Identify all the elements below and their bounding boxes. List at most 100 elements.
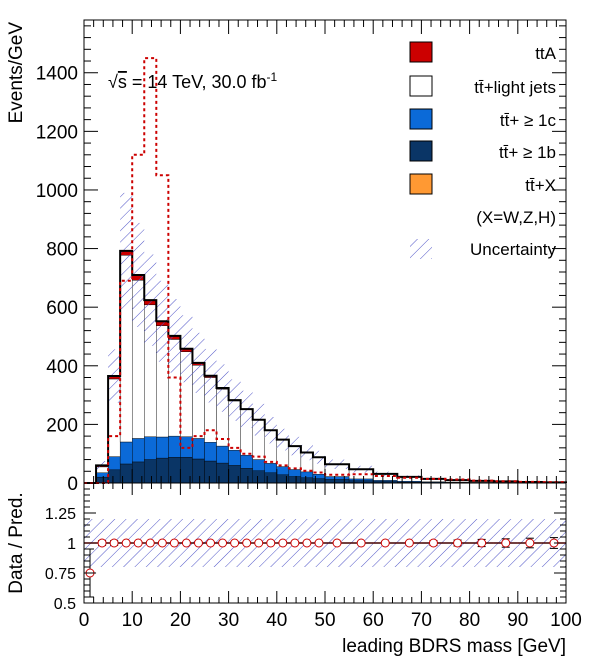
legend: ttA tt̄+light jets tt̄+ ≥ 1c tt̄+ ≥ 1b t… (409, 41, 557, 259)
legend-label-tta: ttA (535, 44, 556, 63)
ratio-marker-18 (302, 538, 312, 548)
bar-b-18 (300, 477, 314, 484)
x-tick-label-6: 60 (363, 610, 384, 631)
x-tick-label-10: 100 (550, 610, 582, 631)
ratio-marker-1 (97, 538, 107, 548)
bar-c-12 (228, 449, 241, 466)
x-axis-ticks: 0 10 20 30 40 50 60 70 80 90 100 (79, 483, 582, 631)
legend-label-x-note: (X=W,Z,H) (476, 208, 556, 227)
energy-lumi-text: = 14 TeV, 30.0 fb (127, 72, 267, 92)
bar-b-15 (264, 472, 278, 484)
legend-label-unc: Uncertainty (470, 240, 556, 259)
x-tick-label-7: 70 (411, 610, 432, 631)
y-axis-label: Events/GeV (6, 22, 27, 124)
ratio-marker-11 (218, 538, 228, 548)
ratio-tick-label-0: 0.5 (54, 596, 76, 613)
ratio-panel: 0.5 0.75 1 1.25 Data / Pred. (6, 482, 567, 613)
legend-swatch-c (409, 108, 433, 130)
legend-swatch-unc (410, 239, 432, 259)
bar-b-13 (240, 468, 253, 484)
ratio-y-axis-label: Data / Pred. (6, 492, 27, 593)
bar-b-12 (228, 465, 241, 484)
x-tick-label-0: 0 (79, 610, 90, 631)
bar-c-3 (119, 441, 133, 465)
ratio-marker-13 (242, 538, 252, 548)
ratio-marker-27 (501, 538, 511, 548)
ratio-marker-20 (332, 538, 342, 548)
x-tick-label-8: 80 (459, 610, 480, 631)
bar-b-10 (204, 460, 217, 484)
bar-b-16 (276, 474, 290, 484)
legend-swatch-x (409, 173, 433, 195)
x-tick-label-4: 40 (266, 610, 287, 631)
bar-c-17 (288, 469, 302, 477)
y-tick-label-0: 0 (67, 474, 78, 495)
bar-c-2 (107, 456, 121, 471)
bar-c-18 (300, 471, 314, 478)
bar-c-7 (168, 435, 181, 458)
ratio-tick-label-2: 1 (67, 536, 76, 553)
ratio-tick-label-1: 0.75 (45, 566, 76, 583)
ratio-marker-19 (314, 538, 324, 548)
ratio-marker-25 (453, 538, 463, 548)
ratio-marker-7 (169, 538, 179, 548)
bar-b-20 (324, 479, 350, 484)
lumi-exponent: -1 (267, 70, 278, 84)
energy-lumi-label: √s = 14 TeV, 30.0 fb-1 (108, 70, 278, 92)
sqrt-symbol: √ (108, 72, 118, 92)
ratio-axis-ticks: 0.5 0.75 1 1.25 (45, 488, 566, 613)
ratio-marker-16 (278, 538, 288, 548)
bar-c-16 (276, 466, 290, 475)
ratio-marker-9 (193, 538, 203, 548)
y-tick-label-6: 1200 (36, 122, 78, 143)
ratio-marker-10 (206, 538, 216, 548)
ratio-marker-2 (109, 538, 119, 548)
bar-c-9 (192, 438, 205, 460)
bar-c-10 (204, 442, 217, 462)
ratio-marker-24 (428, 538, 438, 548)
legend-swatch-light (409, 75, 433, 97)
x-axis-label: leading BDRS mass [GeV] (342, 636, 566, 657)
bar-c-6 (156, 436, 169, 459)
legend-swatch-b (409, 140, 433, 162)
x-tick-label-9: 90 (507, 610, 528, 631)
bar-b-9 (192, 458, 205, 484)
legend-swatch-tta (409, 41, 433, 63)
bar-c-4 (131, 438, 145, 463)
bar-b-11 (216, 462, 229, 484)
bar-c-5 (144, 436, 157, 460)
ratio-marker-26 (477, 538, 487, 548)
bar-b-6 (156, 457, 169, 484)
ratio-marker-3 (121, 538, 131, 548)
x-tick-label-3: 30 (218, 610, 239, 631)
ratio-marker-12 (230, 538, 240, 548)
bar-c-11 (216, 445, 229, 464)
ratio-marker-6 (157, 538, 167, 548)
signal-outline (84, 57, 567, 484)
bar-b-17 (288, 476, 302, 484)
bar-b-3 (119, 463, 133, 484)
ratio-marker-23 (404, 538, 414, 548)
ratio-marker-8 (181, 538, 191, 548)
y-tick-label-2: 400 (46, 357, 78, 378)
ratio-marker-5 (145, 538, 155, 548)
ratio-marker-14 (254, 538, 264, 548)
bar-b-4 (131, 461, 145, 484)
ratio-tick-label-3: 1.25 (45, 506, 76, 523)
main-panel: 0 200 400 600 800 1000 1200 1400 √s = 14 TeV, 3… (6, 19, 567, 495)
x-tick-label-2: 20 (170, 610, 191, 631)
bar-b-7 (168, 457, 181, 484)
ratio-points (84, 537, 566, 598)
y-tick-label-7: 1400 (36, 64, 78, 85)
ratio-marker-28 (525, 538, 535, 548)
legend-label-c: tt̄+ ≥ 1c (500, 111, 557, 130)
bar-c-1 (95, 472, 109, 478)
y-tick-label-5: 1000 (36, 181, 78, 202)
bar-b-2 (107, 469, 121, 484)
bar-c-20 (324, 476, 350, 480)
ratio-marker-22 (380, 538, 390, 548)
sqrt-s: s (118, 72, 127, 92)
x-tick-label-1: 10 (122, 610, 143, 631)
ratio-marker-15 (266, 538, 276, 548)
